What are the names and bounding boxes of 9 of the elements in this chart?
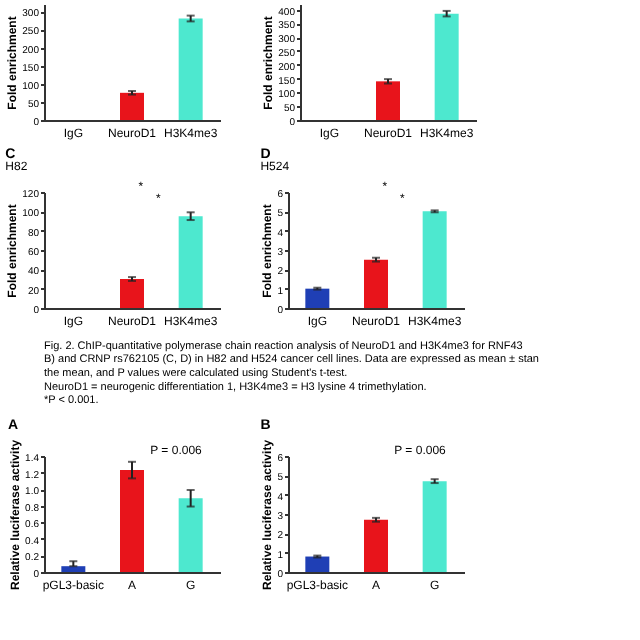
bar — [364, 519, 388, 572]
bar — [364, 259, 388, 308]
bar — [305, 556, 330, 572]
bar — [305, 288, 330, 308]
bar — [120, 470, 144, 572]
bar — [178, 498, 203, 572]
bar — [422, 481, 447, 572]
bar — [422, 211, 447, 308]
bar — [61, 566, 86, 572]
